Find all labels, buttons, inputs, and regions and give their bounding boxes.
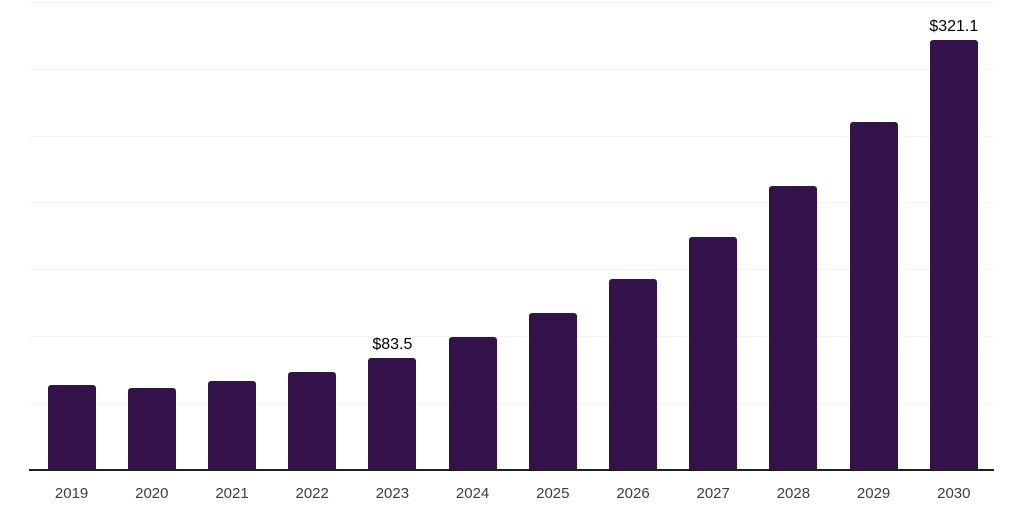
- bar-2019: [47, 385, 96, 470]
- bar-2020: [127, 388, 176, 470]
- gridline-150: [29, 269, 994, 271]
- x-tick-label-2029: 2029: [856, 485, 891, 502]
- x-tick-label-2020: 2020: [135, 485, 169, 502]
- x-tick-label-2019: 2019: [54, 485, 89, 502]
- x-tick-label-2022: 2022: [295, 485, 329, 502]
- x-tick-label-2028: 2028: [776, 485, 811, 502]
- gridline-100: [29, 336, 994, 338]
- bar-2025: [528, 312, 577, 470]
- x-tick-label-2030: 2030: [937, 485, 971, 502]
- x-tick-label-2027: 2027: [696, 485, 730, 502]
- bar-2027: [689, 237, 738, 470]
- gridline-300: [29, 68, 994, 70]
- bar-2028: [769, 185, 818, 470]
- bar-2030: [929, 40, 978, 470]
- x-tick-label-2025: 2025: [536, 485, 570, 502]
- bar-2026: [609, 279, 657, 470]
- bar-2021: [208, 380, 256, 470]
- x-axis-line: [29, 469, 994, 471]
- gridline-350: [29, 1, 994, 3]
- x-tick-label-2026: 2026: [616, 485, 650, 502]
- gridline-200: [29, 202, 994, 204]
- x-tick-label-2023: 2023: [375, 485, 410, 502]
- gridline-250: [29, 135, 994, 137]
- bar-value-label-2023: $83.5: [372, 336, 413, 354]
- bar-2022: [288, 372, 337, 470]
- x-tick-label-2021: 2021: [215, 485, 249, 502]
- gridline-50: [29, 403, 994, 405]
- bar-2029: [849, 122, 898, 470]
- x-tick-label-2024: 2024: [455, 485, 490, 502]
- bar-value-label-2030: $321.1: [929, 18, 979, 36]
- bar-2024: [448, 337, 497, 470]
- bar-2023: [368, 358, 417, 470]
